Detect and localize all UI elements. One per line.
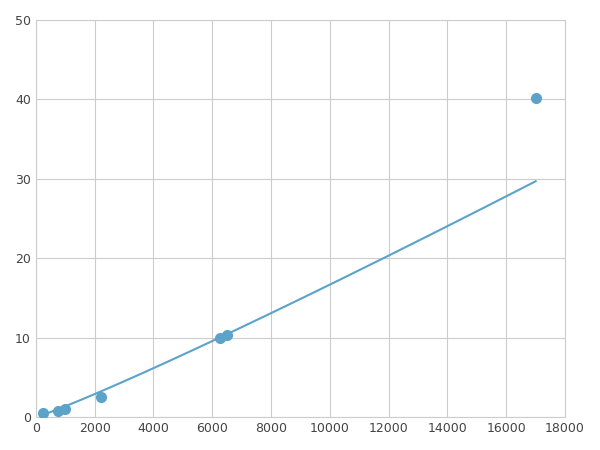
- Point: [53, 407, 63, 414]
- Point: [222, 332, 232, 339]
- Point: [61, 405, 70, 413]
- Point: [215, 334, 224, 341]
- Point: [531, 94, 541, 101]
- Point: [38, 410, 48, 417]
- Point: [96, 394, 106, 401]
